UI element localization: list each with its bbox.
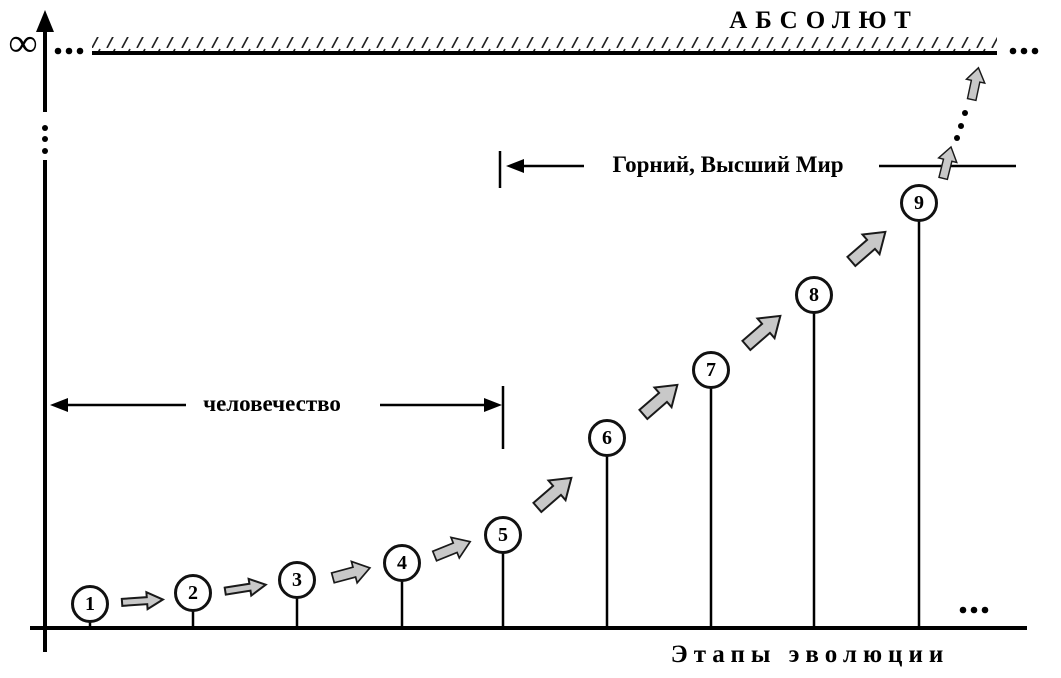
stage-node-3: 3 bbox=[278, 561, 316, 599]
stage-node-8: 8 bbox=[795, 276, 833, 314]
stage-number: 6 bbox=[602, 426, 612, 449]
arrow-8-9-icon bbox=[841, 221, 895, 273]
arrow-5-6-icon bbox=[527, 467, 581, 519]
stage-number: 5 bbox=[498, 523, 508, 546]
stage-arrows bbox=[120, 65, 989, 612]
stage-node-7: 7 bbox=[692, 351, 730, 389]
stage-number: 7 bbox=[706, 358, 716, 381]
stage-number: 3 bbox=[292, 568, 302, 591]
absolute-label: АБСОЛЮТ bbox=[729, 7, 919, 34]
arrow-7-8-icon bbox=[736, 305, 790, 357]
ascent-ellipsis-dots bbox=[954, 110, 968, 141]
x-axis-label: Этапы эволюции bbox=[670, 641, 950, 668]
y-axis bbox=[36, 10, 54, 652]
stage-number: 2 bbox=[188, 581, 198, 604]
x-axis-ellipsis-dots bbox=[959, 606, 989, 614]
infinity-symbol: ∞ bbox=[8, 20, 38, 65]
humanity-bracket bbox=[50, 386, 505, 449]
arrow-4-5-icon bbox=[429, 530, 476, 568]
absolute-barrier-hatch bbox=[54, 37, 1039, 55]
stage-node-1: 1 bbox=[71, 585, 109, 623]
arrow-9-up-icon bbox=[933, 143, 961, 182]
stage-node-5: 5 bbox=[484, 516, 522, 554]
stage-number: 1 bbox=[85, 592, 95, 615]
stage-node-6: 6 bbox=[588, 419, 626, 457]
arrow-to-absolute-icon bbox=[961, 65, 989, 103]
stage-node-2: 2 bbox=[174, 574, 212, 612]
stage-node-9: 9 bbox=[900, 184, 938, 222]
stage-number: 4 bbox=[397, 551, 407, 574]
arrow-2-3-icon bbox=[222, 575, 269, 601]
barrier-left-ellipsis-dots bbox=[54, 47, 84, 55]
y-axis-break-dots bbox=[42, 125, 48, 154]
humanity-label: человечество bbox=[203, 391, 341, 416]
arrow-1-2-icon bbox=[120, 590, 165, 612]
stage-node-4: 4 bbox=[383, 544, 421, 582]
higher-world-label: Горний, Высший Мир bbox=[612, 152, 844, 177]
stage-number: 8 bbox=[809, 283, 819, 306]
arrow-3-4-icon bbox=[329, 556, 374, 590]
stage-number: 9 bbox=[914, 191, 924, 214]
barrier-right-ellipsis-dots bbox=[1009, 47, 1039, 55]
stage-stems bbox=[88, 221, 921, 628]
arrow-6-7-icon bbox=[633, 374, 687, 426]
